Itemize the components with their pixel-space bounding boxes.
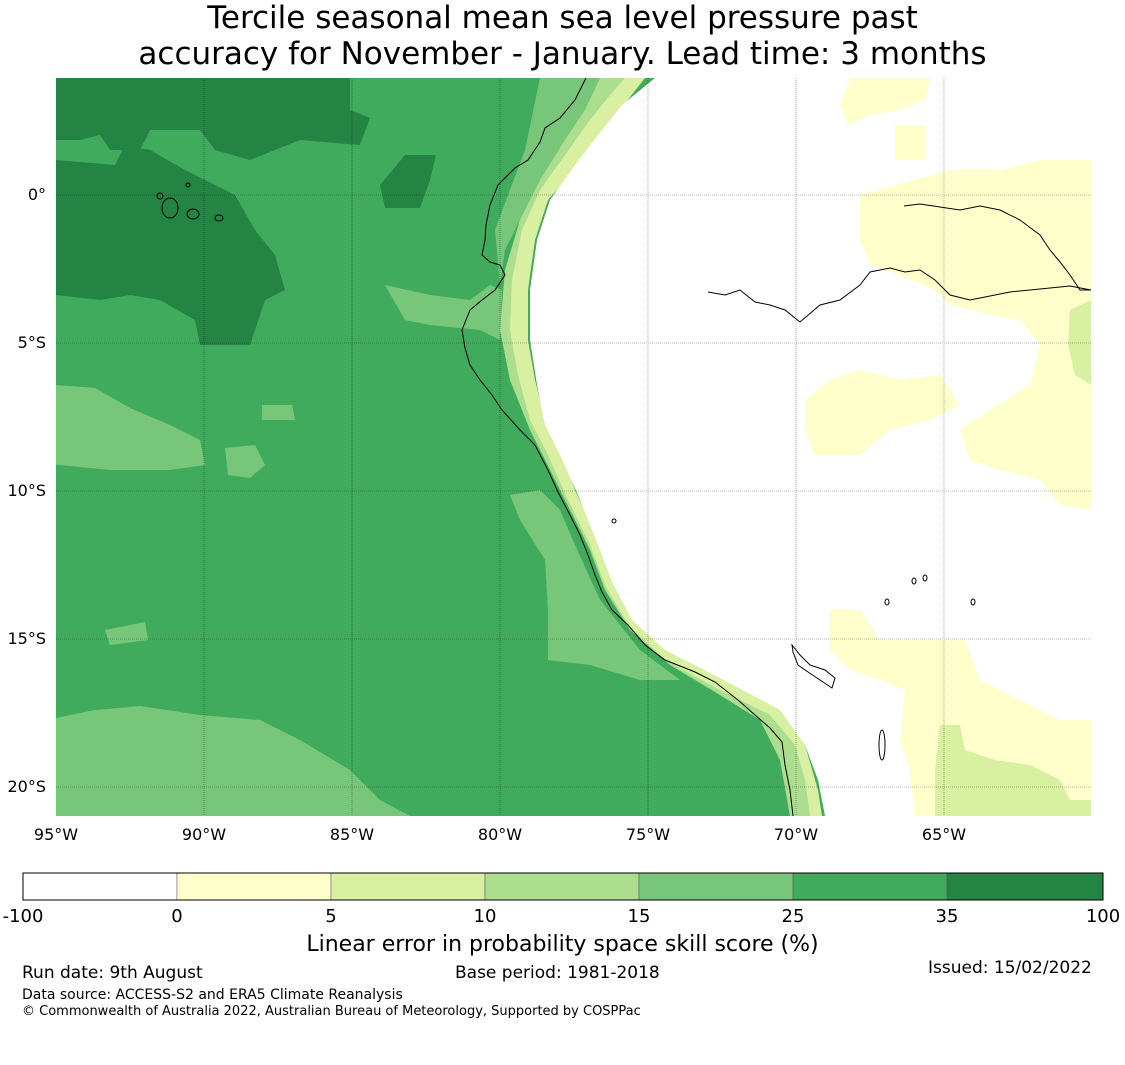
skill-region-15-25-southwest [56, 706, 410, 816]
colorbar-swatch [330, 872, 486, 901]
skill-region-15-25-south-coast [510, 490, 680, 680]
map-title: Tercile seasonal mean sea level pressure… [0, 0, 1125, 72]
island [214, 214, 224, 222]
colorbar-tick-label: 0 [171, 906, 182, 927]
skill-region-35-100-north [56, 78, 370, 160]
issued-date: Issued: 15/02/2022 [928, 958, 1092, 978]
y-tick-label: 10°S [7, 481, 46, 500]
skill-region-0-5-mid [805, 370, 960, 455]
island [611, 518, 617, 524]
river-north [903, 203, 1091, 291]
colorbar-swatch [484, 872, 640, 901]
y-tick-label: 5°S [18, 333, 46, 352]
colorbar-swatch [22, 872, 178, 901]
y-tick-label: 15°S [7, 629, 46, 648]
skill-region-10-15-coast [500, 78, 815, 816]
x-tick-label: 65°W [922, 825, 966, 844]
colorbar-tick-label: 10 [474, 906, 497, 927]
base-period: Base period: 1981-2018 [455, 963, 660, 983]
x-tick-label: 85°W [330, 825, 374, 844]
skill-region-0-5-north [840, 78, 930, 125]
colorbar-tick-label: 15 [628, 906, 651, 927]
island [922, 574, 928, 582]
y-tick-label: 0° [28, 185, 46, 204]
colorbar-tick-label: 5 [325, 906, 336, 927]
skill-field [56, 78, 1091, 816]
colorbar-frame [22, 872, 1104, 901]
island [884, 598, 890, 606]
skill-region-5-10-south [935, 725, 1091, 816]
copyright: © Commonwealth of Australia 2022, Austra… [22, 1004, 641, 1019]
island [878, 729, 886, 761]
island [185, 182, 191, 188]
x-tick-label: 95°W [34, 825, 78, 844]
title-line-1: Tercile seasonal mean sea level pressure… [207, 0, 918, 36]
island [911, 577, 917, 585]
colorbar-tick-label: -100 [3, 906, 44, 927]
river-south [707, 267, 1091, 323]
colorbar-swatch [946, 872, 1104, 901]
skill-region-35-100-west [56, 145, 285, 345]
title-line-2: accuracy for November - January. Lead ti… [138, 36, 987, 72]
x-tick-label: 80°W [478, 825, 522, 844]
skill-region-15-25-coast [385, 285, 502, 340]
colorbar-tick-label: 35 [936, 906, 959, 927]
gridlines [56, 78, 1091, 816]
skill-region-0-5-north2 [895, 125, 925, 160]
skill-region-15-25-small [225, 445, 265, 478]
colorbar-title: Linear error in probability space skill … [306, 932, 819, 957]
run-date: Run date: 9th August [22, 963, 203, 983]
skill-region-15-25-small2 [262, 405, 295, 420]
colorbar: -100 0 5 10 15 25 35 100 [3, 872, 1120, 927]
lake-coastline [791, 643, 836, 689]
island [970, 598, 976, 606]
island [186, 208, 200, 220]
island [156, 192, 164, 200]
x-tick-label: 70°W [774, 825, 818, 844]
colorbar-tick-label: 25 [782, 906, 805, 927]
skill-region-15-25-bottom [105, 622, 148, 645]
island [161, 197, 179, 219]
colorbar-tick-label: 100 [1086, 906, 1120, 927]
colorbar-swatch [638, 872, 794, 901]
x-tick-label: 75°W [626, 825, 670, 844]
skill-region-15-25-west [56, 385, 205, 470]
data-source: Data source: ACCESS-S2 and ERA5 Climate … [22, 987, 403, 1003]
skill-region-0-5-east [860, 160, 1091, 510]
colorbar-swatch [176, 872, 332, 901]
x-tick-label: 90°W [182, 825, 226, 844]
skill-region-5-10-east [1068, 300, 1091, 385]
colorbar-swatch [792, 872, 948, 901]
y-tick-label: 20°S [7, 777, 46, 796]
